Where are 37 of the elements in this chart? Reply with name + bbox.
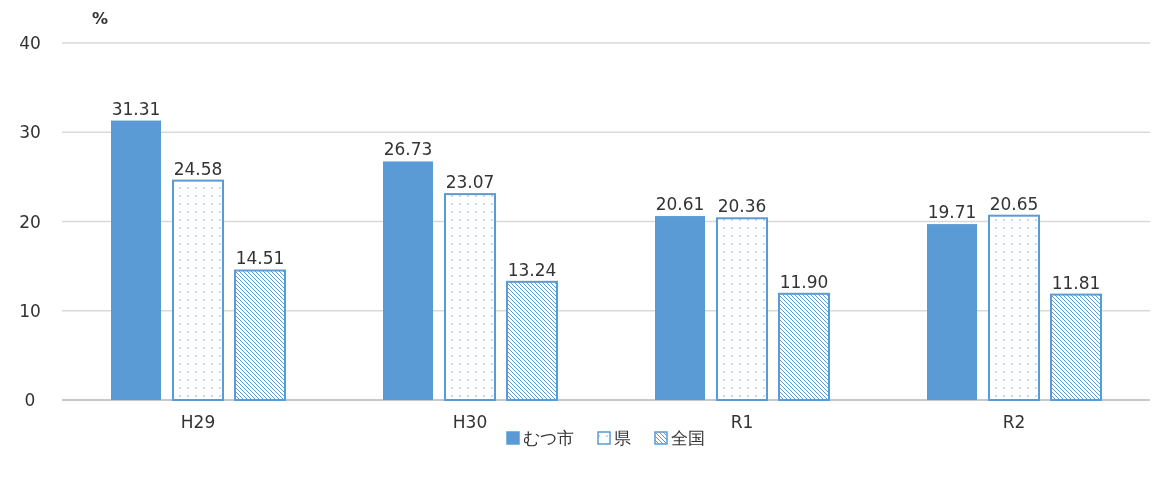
bar xyxy=(111,120,161,400)
data-label: 19.71 xyxy=(927,202,977,223)
bar xyxy=(927,224,977,400)
data-label: 20.36 xyxy=(717,196,767,217)
bar xyxy=(234,269,286,401)
data-label: 11.90 xyxy=(779,271,829,292)
y-tick-label: 0 xyxy=(24,390,36,410)
data-label: 23.07 xyxy=(445,172,495,193)
x-tick-label: R1 xyxy=(730,412,754,432)
data-label: 11.81 xyxy=(1051,272,1101,293)
data-label: 31.31 xyxy=(111,98,161,119)
bar xyxy=(172,179,224,401)
bar xyxy=(383,161,433,400)
y-tick-label: 10 xyxy=(19,300,41,321)
data-label: 13.24 xyxy=(507,259,557,280)
y-tick-label: 30 xyxy=(19,122,41,143)
x-tick-label: R2 xyxy=(1002,412,1026,432)
data-label: 24.58 xyxy=(173,158,223,179)
bar xyxy=(1050,293,1102,401)
y-axis-title: % xyxy=(91,9,109,28)
bar xyxy=(778,292,830,401)
legend-label: むつ市 xyxy=(523,428,574,448)
data-label: 20.61 xyxy=(655,194,705,215)
data-label: 14.51 xyxy=(235,248,285,269)
x-tick-label: H30 xyxy=(452,412,488,432)
bar xyxy=(655,216,705,400)
bar xyxy=(716,217,768,401)
data-label: 26.73 xyxy=(383,139,433,160)
bar xyxy=(506,280,558,401)
bar xyxy=(444,193,496,401)
data-label: 20.65 xyxy=(989,193,1039,214)
x-tick-label: H29 xyxy=(180,412,216,432)
bar xyxy=(988,214,1040,401)
legend-label: 県 xyxy=(614,428,631,448)
y-tick-label: 40 xyxy=(19,33,41,53)
y-tick-label: 20 xyxy=(19,211,41,232)
legend-label: 全国 xyxy=(671,428,705,448)
